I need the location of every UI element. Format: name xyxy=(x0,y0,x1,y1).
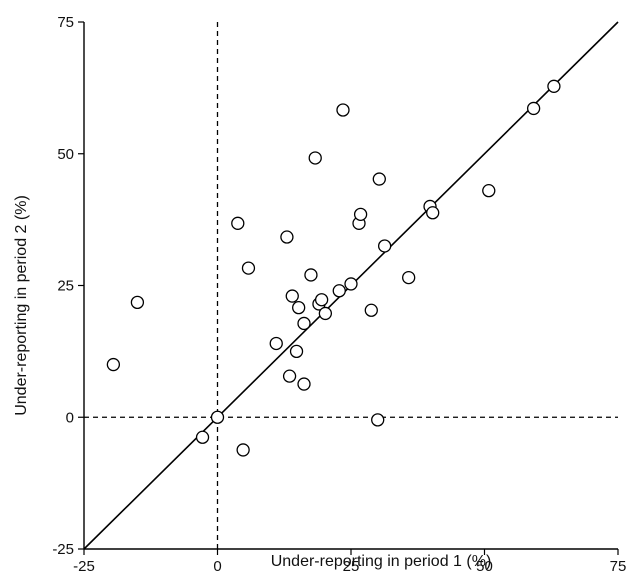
data-point xyxy=(482,183,496,198)
data-point xyxy=(353,207,368,222)
data-point xyxy=(526,101,541,116)
data-point xyxy=(269,336,283,351)
data-point xyxy=(308,151,322,165)
data-point xyxy=(210,410,225,424)
data-point xyxy=(297,316,311,331)
data-point xyxy=(236,443,250,457)
data-point xyxy=(377,239,392,253)
x-tick-label: 25 xyxy=(343,558,360,573)
x-tick-label: 50 xyxy=(476,558,493,573)
x-ticks: -25 0 25 50 75 xyxy=(73,549,626,573)
y-ticks: -25 0 25 50 75 xyxy=(52,14,84,558)
data-point xyxy=(547,79,561,93)
x-tick-label: 0 xyxy=(213,558,221,573)
data-point xyxy=(195,430,210,444)
data-point xyxy=(372,172,386,186)
y-tick-label: -25 xyxy=(52,541,74,558)
data-point xyxy=(318,306,333,321)
data-point xyxy=(285,289,299,303)
data-point xyxy=(364,303,378,317)
y-tick-label: 50 xyxy=(57,146,74,163)
data-point xyxy=(336,103,350,117)
data-point xyxy=(344,277,358,291)
data-point xyxy=(297,377,311,391)
data-point xyxy=(282,369,297,383)
data-point xyxy=(241,261,256,275)
data-point xyxy=(130,295,145,310)
data-point xyxy=(231,216,245,230)
data-point xyxy=(402,270,416,285)
data-point xyxy=(106,357,121,372)
data-points xyxy=(106,79,561,457)
data-point xyxy=(426,206,440,220)
data-point xyxy=(371,413,385,427)
x-tick-label: 75 xyxy=(610,558,627,573)
y-tick-label: 75 xyxy=(57,14,74,31)
x-tick-label: -25 xyxy=(73,558,95,573)
data-point xyxy=(304,268,318,282)
data-point xyxy=(314,293,329,307)
y-tick-label: 25 xyxy=(57,278,74,295)
y-tick-label: 0 xyxy=(66,409,74,426)
x-axis-title: Under-reporting in period 1 (%) xyxy=(271,553,492,570)
data-point xyxy=(280,230,294,244)
data-point xyxy=(289,344,304,359)
y-axis-title: Under-reporting in period 2 (%) xyxy=(13,195,30,416)
data-point xyxy=(292,300,306,315)
data-point xyxy=(332,284,346,298)
